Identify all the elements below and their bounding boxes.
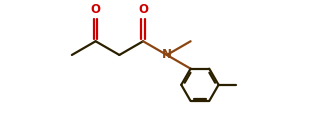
Text: O: O <box>138 3 148 16</box>
Text: O: O <box>91 3 101 16</box>
Text: N: N <box>162 48 172 61</box>
